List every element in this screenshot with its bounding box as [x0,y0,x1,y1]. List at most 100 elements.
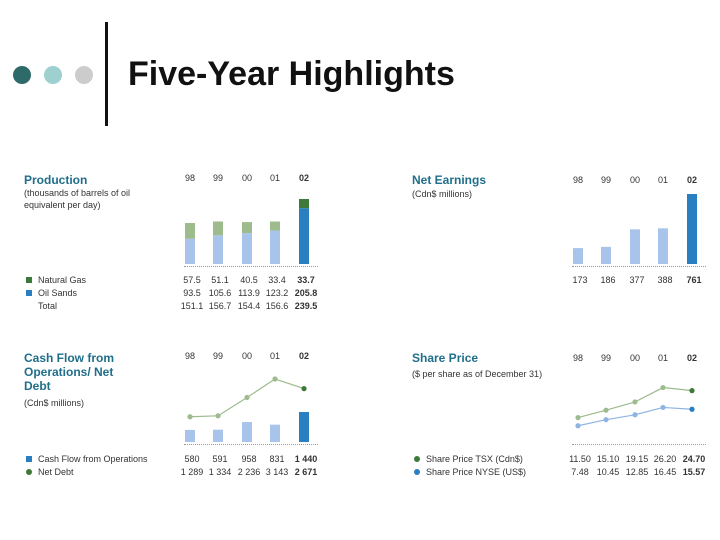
cash-flow-panel: Cash Flow from Operations/ Net Debt (Cdn… [24,351,320,526]
bar-cash-flow-98 [185,429,195,442]
cash-flow-legend: Cash Flow from Operations 580 591 958 831 1 4… [26,453,317,479]
net-earnings-baseline [572,266,706,267]
data-label: 580 [184,454,200,464]
data-label: 11.50 [569,454,591,464]
share-price-chart [575,384,695,429]
data-label: 24.70 [682,454,706,464]
data-label: 7.48 [571,467,589,477]
bar-net-earnings-02 [687,194,697,264]
legend-dot-icon [26,469,32,475]
production-legend-row: Oil Sands 93.5 105.6 113.9 123.2 205.8 [26,287,317,300]
share-price-point-1-98 [575,423,581,429]
bar-natural-gas-98 [185,223,195,239]
data-label: 33.4 [268,275,286,285]
production-subtitle: (thousands of barrels of oil equivalent … [24,188,131,210]
data-label: 156.6 [265,301,289,311]
bar-oil-sands-98 [185,238,195,264]
production-year-00: 00 [241,173,252,183]
data-label: 591 [212,454,228,464]
production-legend-row: Total 151.1 156.7 154.4 156.6 239.5 [26,300,317,313]
share-price-year-02: 02 [686,353,697,363]
cash-flow-year-01: 01 [269,351,280,361]
data-label: 113.9 [238,288,260,298]
data-label: 3 143 [265,467,289,477]
legend-swatch-icon [26,456,32,462]
bar-net-earnings-99 [601,246,611,264]
title-divider [105,22,108,126]
production-year-02: 02 [298,173,309,183]
data-label: 1 289 [180,467,204,477]
production-chart [185,199,309,264]
cash-flow-legend-label: Net Debt [38,467,74,477]
bar-natural-gas-02 [299,199,309,209]
legend-dot-icon [414,469,420,475]
data-label: 2 236 [237,467,261,477]
net-earnings-year-99: 99 [600,175,611,185]
share-price-point-0-02 [689,388,695,394]
net-debt-point-00 [244,394,250,401]
cash-flow-legend-label: Cash Flow from Operations [38,454,148,464]
bar-oil-sands-99 [213,235,223,264]
net-debt-point-98 [187,414,193,420]
production-baseline [184,266,318,267]
cash-flow-legend-row: Cash Flow from Operations 580 591 958 831 1 4… [26,453,317,466]
net-earnings-legend-row: 173 186 377 388 761 [414,274,704,287]
data-label: 154.4 [237,301,261,311]
data-label: 186 [600,275,616,285]
data-label: 15.57 [682,467,706,477]
data-label: 1 440 [294,454,318,464]
share-price-point-1-99 [603,417,609,423]
legend-swatch-icon [26,290,32,296]
bar-net-earnings-01 [658,228,668,264]
bar-natural-gas-99 [213,221,223,236]
production-legend: Natural Gas 57.5 51.1 40.5 33.4 33.7 Oil Sands… [26,274,317,313]
cash-flow-year-99: 99 [212,351,223,361]
production-panel: Production (thousands of barrels of oil … [24,173,320,348]
production-legend-row: Natural Gas 57.5 51.1 40.5 33.4 33.7 [26,274,316,287]
dot-grey [75,66,93,84]
net-debt-point-01 [272,376,278,382]
net-earnings-subtitle: (Cdn$ millions) [412,189,473,199]
share-price-baseline [572,444,706,445]
share-price-legend-row: Share Price TSX (Cdn$) 11.50 15.10 19.15 26.… [414,453,705,466]
data-label: 51.1 [211,275,229,285]
production-title: Production [24,173,88,187]
cash-flow-year-98: 98 [184,351,195,361]
data-label: 388 [657,275,673,285]
data-label: 958 [241,454,257,464]
data-label: 173 [572,275,588,285]
share-price-year-00: 00 [629,353,640,363]
bar-natural-gas-01 [270,221,280,231]
data-label: 12.85 [625,467,649,477]
share-price-point-0-01 [660,384,666,391]
net-earnings-year-98: 98 [572,175,583,185]
data-label: 761 [686,275,702,285]
data-label: 156.7 [208,301,232,311]
net-debt-point-99 [215,413,221,419]
share-price-legend-label: Share Price NYSE (US$) [426,467,527,477]
net-earnings-chart [573,194,697,264]
cash-flow-baseline [184,444,318,445]
share-price-year-98: 98 [572,353,583,363]
net-earnings-year-00: 00 [629,175,640,185]
data-label: 33.7 [297,275,315,285]
cash-flow-year-00: 00 [241,351,252,361]
share-price-legend-row: Share Price NYSE (US$) 7.48 10.45 12.85 16.4… [414,466,705,479]
share-price-panel: Share Price ($ per share as of December … [412,351,708,526]
bar-cash-flow-01 [270,424,280,442]
data-label: 15.10 [596,454,620,464]
cash-flow-legend-row: Net Debt 1 289 1 334 2 236 3 143 2 671 [26,466,317,479]
data-label: 10.45 [596,467,620,477]
cash-flow-title: Cash Flow from Operations/ Net Debt [24,351,115,393]
bar-net-earnings-00 [630,229,640,264]
share-price-point-1-01 [660,404,666,411]
share-price-year-99: 99 [600,353,611,363]
share-price-point-0-98 [575,414,581,421]
bar-oil-sands-00 [242,233,252,264]
slide-title: Five-Year Highlights [128,55,455,93]
net-earnings-year-01: 01 [657,175,668,185]
net-earnings-title: Net Earnings [412,173,487,187]
data-label: 239.5 [294,301,318,311]
production-year-98: 98 [184,173,195,183]
data-label: 93.5 [183,288,201,298]
